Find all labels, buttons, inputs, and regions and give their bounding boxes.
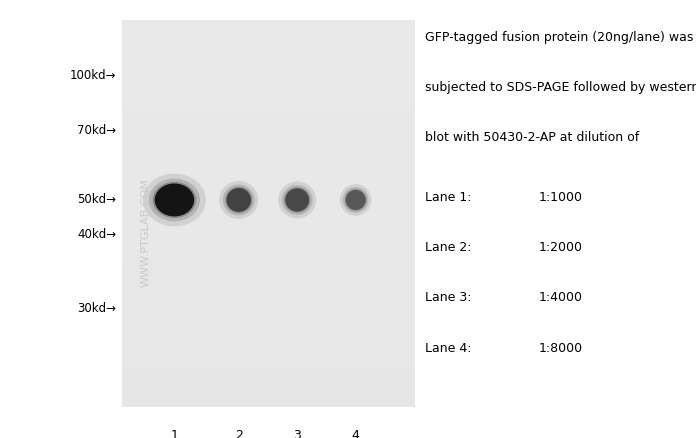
Text: 1:8000: 1:8000 <box>539 342 583 355</box>
Ellipse shape <box>282 185 313 215</box>
Ellipse shape <box>340 184 372 216</box>
Text: 50kd→: 50kd→ <box>77 194 116 206</box>
Ellipse shape <box>343 187 368 213</box>
Text: 4: 4 <box>351 429 360 438</box>
Text: Lane 1:: Lane 1: <box>425 191 471 204</box>
Text: 1:1000: 1:1000 <box>539 191 583 204</box>
Ellipse shape <box>346 190 365 210</box>
Ellipse shape <box>223 184 255 215</box>
Text: subjected to SDS-PAGE followed by western: subjected to SDS-PAGE followed by wester… <box>425 81 696 94</box>
Ellipse shape <box>284 187 310 212</box>
Text: GFP-tagged fusion protein (20ng/lane) was: GFP-tagged fusion protein (20ng/lane) wa… <box>425 31 693 44</box>
Ellipse shape <box>149 179 200 221</box>
Ellipse shape <box>219 181 258 219</box>
Text: 2: 2 <box>235 429 243 438</box>
Text: 70kd→: 70kd→ <box>77 124 116 137</box>
Text: 1: 1 <box>171 429 178 438</box>
Ellipse shape <box>155 184 194 216</box>
Text: 1:4000: 1:4000 <box>539 291 583 304</box>
Text: 40kd→: 40kd→ <box>77 228 116 241</box>
Ellipse shape <box>285 188 309 212</box>
Text: Lane 2:: Lane 2: <box>425 241 471 254</box>
Text: 3: 3 <box>293 429 301 438</box>
Ellipse shape <box>143 173 206 226</box>
Ellipse shape <box>226 188 251 212</box>
Text: WWW.PTGLAB.COM: WWW.PTGLAB.COM <box>140 178 150 287</box>
Text: 30kd→: 30kd→ <box>77 302 116 315</box>
Ellipse shape <box>226 187 252 213</box>
Ellipse shape <box>345 189 367 211</box>
Text: Lane 4:: Lane 4: <box>425 342 471 355</box>
Ellipse shape <box>278 181 316 219</box>
Text: Lane 3:: Lane 3: <box>425 291 471 304</box>
Text: blot with 50430-2-AP at dilution of: blot with 50430-2-AP at dilution of <box>425 131 639 145</box>
Text: 100kd→: 100kd→ <box>70 69 116 82</box>
Text: 1:2000: 1:2000 <box>539 241 583 254</box>
Ellipse shape <box>152 182 196 218</box>
